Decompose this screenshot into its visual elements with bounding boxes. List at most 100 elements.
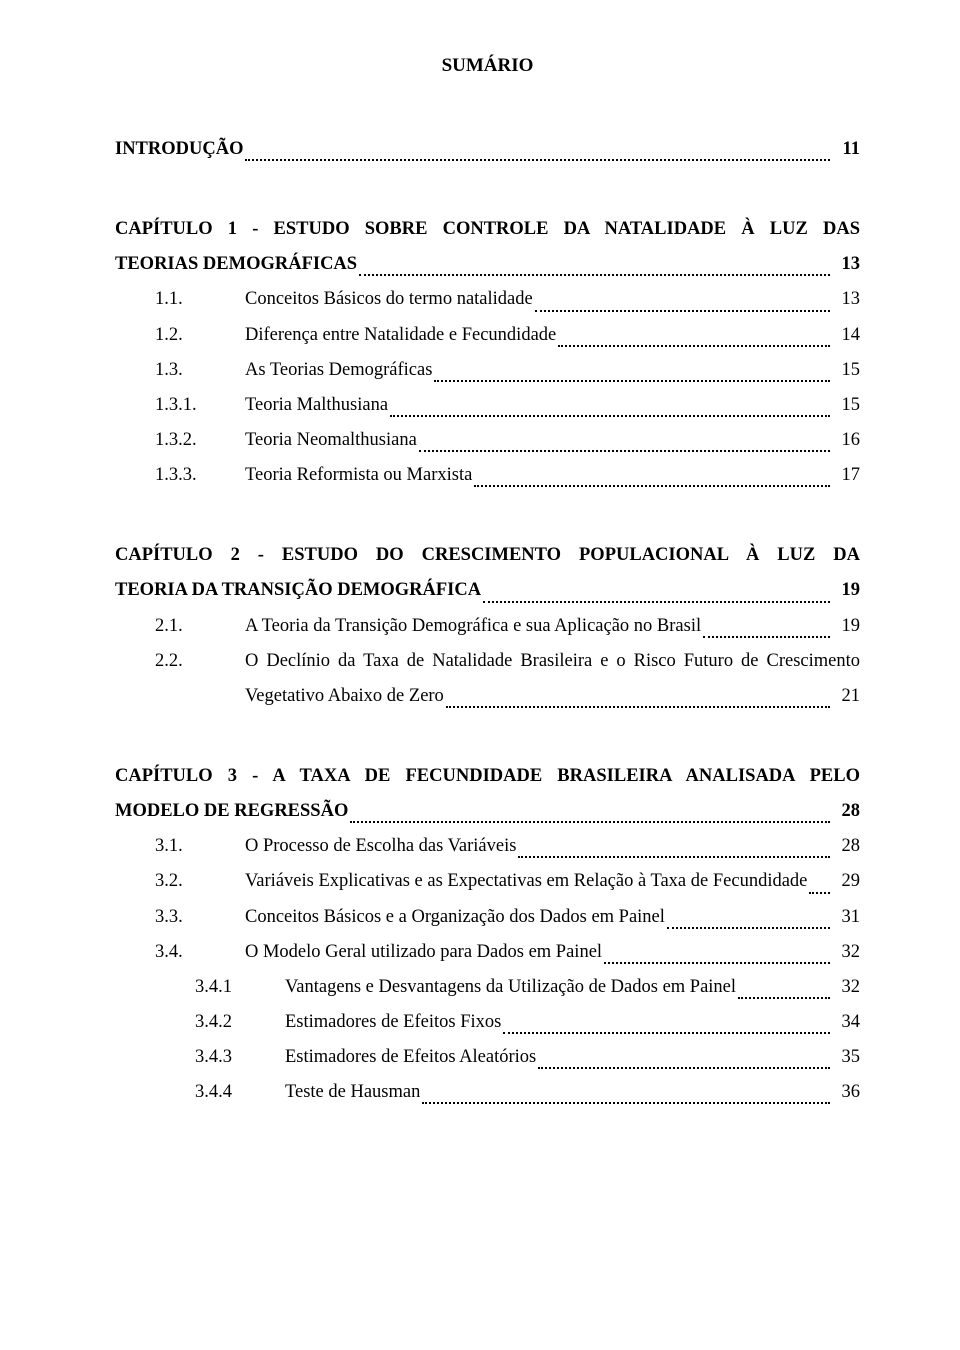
intro-block: INTRODUÇÃO 11 xyxy=(115,132,860,167)
toc-item-page: 36 xyxy=(832,1075,860,1110)
toc-item-multiline: 2.2. O Declínio da Taxa de Natalidade Br… xyxy=(115,644,860,714)
chapter1-heading-text2: TEORIAS DEMOGRÁFICAS xyxy=(115,247,357,282)
chapter3-page: 28 xyxy=(832,794,860,829)
intro-label: INTRODUÇÃO xyxy=(115,132,243,167)
dot-leader xyxy=(738,996,830,999)
toc-subitem: 3.4.1 Vantagens e Desvantagens da Utiliz… xyxy=(115,970,860,1005)
toc-item-page: 15 xyxy=(832,353,860,388)
toc-item-multitext: O Declínio da Taxa de Natalidade Brasile… xyxy=(245,644,860,714)
dot-leader xyxy=(359,273,830,276)
toc-item-text: Teoria Neomalthusiana xyxy=(245,423,417,458)
dot-leader xyxy=(503,1031,830,1034)
chapter3-heading: CAPÍTULO 3 - A TAXA DE FECUNDIDADE BRASI… xyxy=(115,759,860,829)
dot-leader xyxy=(390,414,830,417)
toc-item: 1.3.3. Teoria Reformista ou Marxista 17 xyxy=(115,458,860,493)
toc-item-text: Vantagens e Desvantagens da Utilização d… xyxy=(285,970,736,1005)
toc-item-page: 15 xyxy=(832,388,860,423)
chapter2-page: 19 xyxy=(832,573,860,608)
toc-item-page: 35 xyxy=(832,1040,860,1075)
toc-item-num: 3.4.2 xyxy=(115,1005,285,1040)
toc-item-page: 21 xyxy=(832,679,860,714)
toc-subitem: 3.4.3 Estimadores de Efeitos Aleatórios … xyxy=(115,1040,860,1075)
dot-leader xyxy=(422,1101,830,1104)
toc-item-num: 1.3.3. xyxy=(115,458,245,493)
toc-item-page: 19 xyxy=(832,609,860,644)
page-title: SUMÁRIO xyxy=(115,55,860,77)
toc-item-text: Variáveis Explicativas e as Expectativas… xyxy=(245,864,807,899)
toc-item: 2.1. A Teoria da Transição Demográfica e… xyxy=(115,609,860,644)
toc-item-num: 2.2. xyxy=(115,644,245,679)
chapter3-heading-text2: MODELO DE REGRESSÃO xyxy=(115,794,348,829)
toc-item-num: 3.1. xyxy=(115,829,245,864)
chapter3-heading-line2: MODELO DE REGRESSÃO 28 xyxy=(115,794,860,829)
toc-item-num: 3.4. xyxy=(115,935,245,970)
toc-item-num: 3.3. xyxy=(115,900,245,935)
toc-item-text: As Teorias Demográficas xyxy=(245,353,432,388)
chapter1-heading-line2: TEORIAS DEMOGRÁFICAS 13 xyxy=(115,247,860,282)
chapter3-heading-text1: CAPÍTULO 3 - A TAXA DE FECUNDIDADE BRASI… xyxy=(115,759,860,794)
toc-item: 3.2. Variáveis Explicativas e as Expecta… xyxy=(115,864,860,899)
dot-leader xyxy=(434,379,830,382)
toc-item-text: Teoria Malthusiana xyxy=(245,388,388,423)
intro-row: INTRODUÇÃO 11 xyxy=(115,132,860,167)
toc-item-text: Teste de Hausman xyxy=(285,1075,420,1110)
chapter1-heading: CAPÍTULO 1 - ESTUDO SOBRE CONTROLE DA NA… xyxy=(115,212,860,282)
toc-item-text: O Modelo Geral utilizado para Dados em P… xyxy=(245,935,602,970)
toc-item-num: 3.4.4 xyxy=(115,1075,285,1110)
toc-item-num: 3.4.1 xyxy=(115,970,285,1005)
chapter3-heading-line1: CAPÍTULO 3 - A TAXA DE FECUNDIDADE BRASI… xyxy=(115,759,860,794)
toc-item-text: Conceitos Básicos do termo natalidade xyxy=(245,282,533,317)
toc-item-page: 17 xyxy=(832,458,860,493)
toc-item-page: 29 xyxy=(832,864,860,899)
toc-item-num: 3.2. xyxy=(115,864,245,899)
chapter2-heading: CAPÍTULO 2 - ESTUDO DO CRESCIMENTO POPUL… xyxy=(115,538,860,608)
toc-item-page: 13 xyxy=(832,282,860,317)
toc-item-text: Conceitos Básicos e a Organização dos Da… xyxy=(245,900,665,935)
intro-page: 11 xyxy=(832,132,860,167)
chapter1-heading-text1: CAPÍTULO 1 - ESTUDO SOBRE CONTROLE DA NA… xyxy=(115,212,860,247)
toc-item-num: 1.3. xyxy=(115,353,245,388)
toc-item-num: 1.3.1. xyxy=(115,388,245,423)
toc-item: 1.2. Diferença entre Natalidade e Fecund… xyxy=(115,318,860,353)
chapter1-heading-line1: CAPÍTULO 1 - ESTUDO SOBRE CONTROLE DA NA… xyxy=(115,212,860,247)
toc-item-num: 3.4.3 xyxy=(115,1040,285,1075)
toc-item-num: 1.2. xyxy=(115,318,245,353)
toc-item-text: Teoria Reformista ou Marxista xyxy=(245,458,472,493)
dot-leader xyxy=(350,820,830,823)
toc-item: 1.3.2. Teoria Neomalthusiana 16 xyxy=(115,423,860,458)
toc-subitem: 3.4.4 Teste de Hausman 36 xyxy=(115,1075,860,1110)
toc-item-text-line1: O Declínio da Taxa de Natalidade Brasile… xyxy=(245,644,860,679)
toc-item-text: Estimadores de Efeitos Aleatórios xyxy=(285,1040,536,1075)
chapter1-page: 13 xyxy=(832,247,860,282)
chapter2-heading-text2: TEORIA DA TRANSIÇÃO DEMOGRÁFICA xyxy=(115,573,481,608)
toc-item-page: 28 xyxy=(832,829,860,864)
dot-leader xyxy=(558,344,830,347)
toc-item-page: 31 xyxy=(832,900,860,935)
chapter2-block: CAPÍTULO 2 - ESTUDO DO CRESCIMENTO POPUL… xyxy=(115,538,860,714)
dot-leader xyxy=(446,705,830,708)
toc-item-text: Diferença entre Natalidade e Fecundidade xyxy=(245,318,556,353)
dot-leader xyxy=(419,449,830,452)
toc-item: 3.4. O Modelo Geral utilizado para Dados… xyxy=(115,935,860,970)
dot-leader xyxy=(535,309,830,312)
chapter2-heading-line2: TEORIA DA TRANSIÇÃO DEMOGRÁFICA 19 xyxy=(115,573,860,608)
chapter1-block: CAPÍTULO 1 - ESTUDO SOBRE CONTROLE DA NA… xyxy=(115,212,860,493)
dot-leader xyxy=(245,158,830,161)
toc-item-page: 16 xyxy=(832,423,860,458)
dot-leader xyxy=(474,484,830,487)
toc-item-page: 14 xyxy=(832,318,860,353)
dot-leader xyxy=(703,635,830,638)
chapter2-heading-line1: CAPÍTULO 2 - ESTUDO DO CRESCIMENTO POPUL… xyxy=(115,538,860,573)
toc-subitem: 3.4.2 Estimadores de Efeitos Fixos 34 xyxy=(115,1005,860,1040)
toc-item: 3.1. O Processo de Escolha das Variáveis… xyxy=(115,829,860,864)
toc-item-text: O Processo de Escolha das Variáveis xyxy=(245,829,516,864)
toc-item-text: Estimadores de Efeitos Fixos xyxy=(285,1005,501,1040)
chapter2-heading-text1: CAPÍTULO 2 - ESTUDO DO CRESCIMENTO POPUL… xyxy=(115,538,860,573)
dot-leader xyxy=(518,855,830,858)
toc-item-text-line2-row: Vegetativo Abaixo de Zero 21 xyxy=(245,679,860,714)
toc-item: 1.3.1. Teoria Malthusiana 15 xyxy=(115,388,860,423)
toc-item-page: 32 xyxy=(832,970,860,1005)
dot-leader xyxy=(538,1066,830,1069)
toc-item-num: 1.3.2. xyxy=(115,423,245,458)
toc-item-num: 1.1. xyxy=(115,282,245,317)
